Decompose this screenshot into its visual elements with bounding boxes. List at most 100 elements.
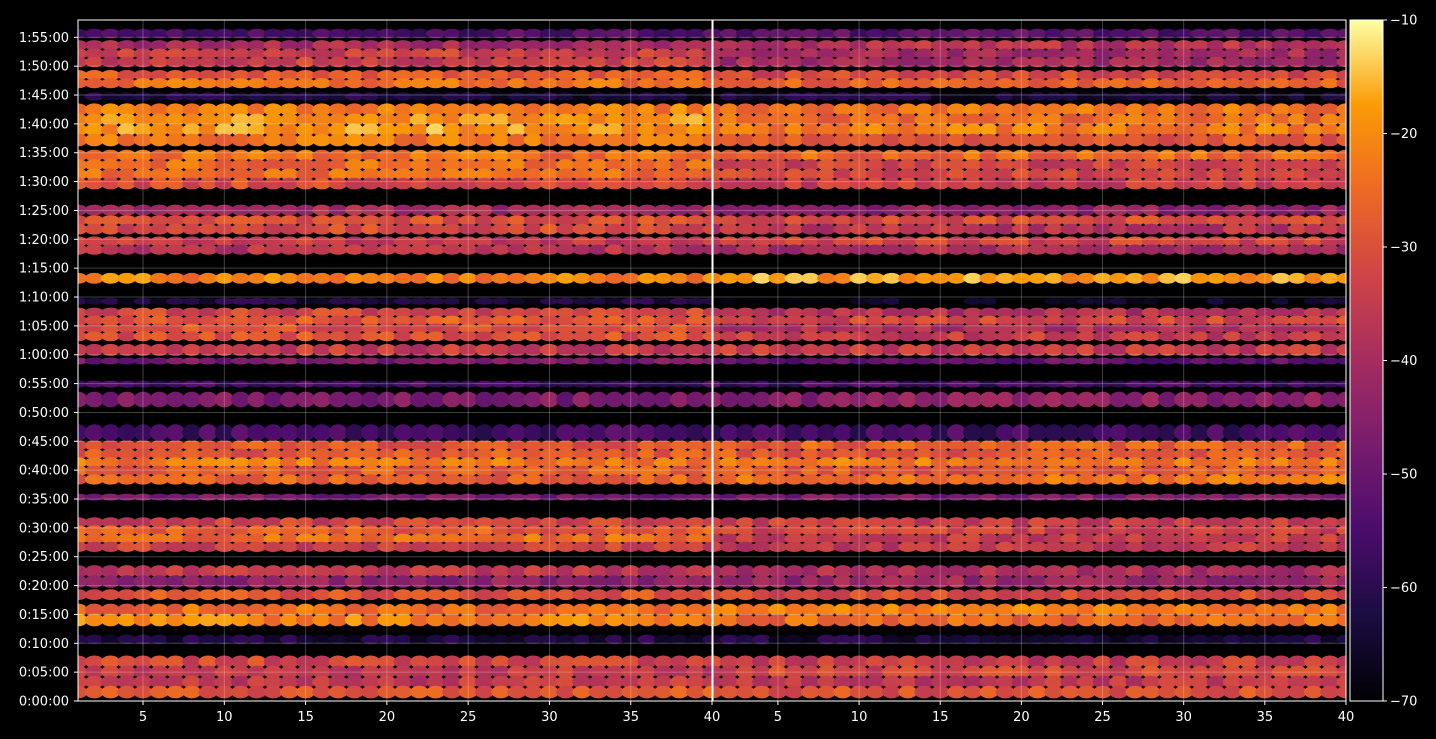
heatmap-cell-left-band19-row2-x29 (523, 168, 543, 181)
heatmap-cell-left-band7-row3-x11 (231, 465, 251, 477)
heatmap-cell-right-band2-row1-x30 (1174, 613, 1194, 627)
heatmap-cell-left-band19-row0-x25 (458, 149, 478, 162)
heatmap-cell-left-band2-row1-x5 (133, 613, 153, 627)
heatmap-cell-left-band8-row0-x7 (166, 424, 185, 441)
heatmap-cell-left-band5-row2-x34 (605, 533, 624, 544)
heatmap-cell-right-band22-row1-x11 (865, 78, 885, 89)
heatmap-cell-left-band13-row0-x27 (491, 307, 511, 318)
heatmap-cell-right-band16-row0-x27 (1125, 236, 1145, 247)
heatmap-cell-right-band5-row0-x40 (1336, 517, 1346, 528)
heatmap-cell-right-band9-row0-x17 (963, 391, 983, 408)
heatmap-cell-left-band12-row0-x7 (166, 343, 185, 356)
heatmap-cell-left-band15-row0-x11 (231, 272, 251, 284)
heatmap-cell-left-band0-row1-x37 (653, 665, 673, 679)
heatmap-cell-right-band19-row2-x2 (719, 168, 739, 181)
heatmap-cell-right-band10-row0-x38 (1304, 380, 1323, 388)
heatmap-cell-left-band0-row3-x7 (166, 685, 185, 699)
heatmap-cell-right-band13-row1-x3 (736, 315, 755, 326)
heatmap-cell-right-band10-row0-x3 (736, 380, 755, 388)
heatmap-cell-left-band23-row0-x40 (702, 40, 712, 51)
heatmap-cell-left-band5-row2-x10 (214, 533, 234, 544)
heatmap-cell-right-band14-row0-x2 (719, 297, 739, 305)
heatmap-cell-right-band16-row0-x39 (1320, 236, 1340, 247)
heatmap-cell-left-band20-row3-x39 (686, 133, 706, 147)
heatmap-cell-left-band15-row0-x35 (621, 272, 641, 284)
heatmap-cell-left-band23-row2-x10 (214, 56, 234, 68)
heatmap-cell-right-band2-row0-x7 (800, 603, 820, 617)
heatmap-cell-left-band5-row0-x14 (279, 517, 299, 528)
heatmap-cell-left-band5-row0-x37 (653, 517, 673, 528)
heatmap-cell-left-band21-row0-x35 (621, 92, 641, 101)
heatmap-cell-left-band5-row1-x9 (198, 525, 218, 536)
heatmap-cell-right-band7-row1-x32 (1206, 448, 1226, 460)
heatmap-cell-left-band16-row0-x28 (507, 236, 527, 247)
heatmap-cell-right-band12-row0-x19 (995, 343, 1015, 356)
heatmap-cell-left-band5-row1-x3 (101, 525, 120, 536)
heatmap-cell-left-band17-row1-x5 (133, 223, 153, 235)
heatmap-cell-left-band2-row0-x1 (78, 603, 88, 617)
heatmap-cell-left-band4-row1-x40 (702, 575, 712, 588)
heatmap-cell-right-band7-row3-x20 (1011, 465, 1031, 477)
heatmap-cell-right-band10-row0-x4 (752, 380, 772, 388)
heatmap-cell-left-band20-row3-x33 (588, 133, 608, 147)
heatmap-cell-left-band23-row1-x13 (263, 48, 283, 59)
heatmap-cell-left-band18-row0-x24 (442, 204, 462, 216)
heatmap-cell-right-band4-row0-x20 (1011, 565, 1031, 578)
heatmap-cell-right-band19-row1-x2 (719, 159, 739, 171)
heatmap-cell-right-band23-row0-x9 (833, 40, 853, 51)
heatmap-cell-right-band17-row1-x11 (865, 223, 885, 235)
heatmap-cell-right-band2-row1-x3 (736, 613, 755, 627)
heatmap-cell-left-band19-row1-x19 (361, 159, 381, 171)
heatmap-cell-left-band22-row0-x2 (84, 70, 104, 81)
heatmap-cell-right-band20-row0-x2 (719, 103, 739, 116)
heatmap-cell-right-band13-row2-x11 (865, 323, 885, 334)
heatmap-cell-right-band7-row0-x18 (979, 440, 999, 451)
heatmap-cell-right-band11-row0-x28 (1141, 357, 1161, 365)
heatmap-cell-left-band2-row0-x31 (556, 603, 576, 617)
heatmap-cell-left-band23-row1-x17 (328, 48, 348, 59)
heatmap-cell-right-band19-row3-x34 (1239, 177, 1259, 190)
heatmap-cell-left-band7-row1-x11 (231, 448, 251, 460)
heatmap-cell-right-band7-row4-x22 (1044, 474, 1064, 485)
heatmap-cell-left-band14-row0-x25 (458, 297, 478, 305)
heatmap-cell-left-band7-row4-x24 (442, 474, 462, 485)
heatmap-cell-left-band11-row0-x26 (474, 357, 494, 365)
heatmap-cell-left-band15-row0-x7 (166, 272, 185, 284)
heatmap-cell-right-band1-row0-x35 (1255, 634, 1275, 645)
heatmap-cell-left-band12-row0-x26 (474, 343, 494, 356)
heatmap-cell-right-band17-row0-x32 (1206, 215, 1226, 226)
heatmap-cell-right-band5-row0-x35 (1255, 517, 1275, 528)
heatmap-cell-left-band2-row0-x12 (247, 603, 267, 617)
heatmap-cell-right-band19-row0-x3 (736, 149, 755, 162)
heatmap-cell-right-band16-row0-x6 (784, 236, 804, 247)
heatmap-cell-left-band1-row0-x28 (507, 634, 527, 645)
heatmap-cell-right-band17-row1-x37 (1287, 223, 1307, 235)
heatmap-cell-right-band19-row0-x15 (930, 149, 950, 162)
heatmap-cell-left-band5-row0-x13 (263, 517, 283, 528)
heatmap-cell-right-band5-row0-x39 (1320, 517, 1340, 528)
heatmap-cell-left-band17-row0-x24 (442, 215, 462, 226)
heatmap-cell-left-band22-row1-x25 (458, 78, 478, 89)
heatmap-cell-right-band16-row1-x8 (817, 244, 837, 255)
heatmap-cell-right-band6-row0-x1 (713, 493, 723, 501)
heatmap-cell-left-band5-row2-x1 (78, 533, 88, 544)
heatmap-cell-left-band7-row0-x39 (686, 440, 706, 451)
heatmap-cell-left-band10-row0-x32 (572, 380, 592, 388)
heatmap-cell-right-band19-row2-x8 (817, 168, 837, 181)
heatmap-cell-left-band11-row0-x19 (361, 357, 381, 365)
heatmap-cell-left-band16-row0-x20 (377, 236, 397, 247)
heatmap-cell-right-band2-row0-x25 (1093, 603, 1112, 617)
heatmap-cell-right-band19-row0-x38 (1304, 149, 1323, 162)
heatmap-cell-left-band3-row0-x15 (296, 589, 316, 601)
heatmap-cell-right-band0-row3-x37 (1287, 685, 1307, 699)
heatmap-cell-right-band24-row0-x39 (1320, 28, 1340, 39)
heatmap-cell-left-band7-row0-x29 (523, 440, 543, 451)
heatmap-cell-left-band4-row1-x12 (247, 575, 267, 588)
heatmap-cell-left-band2-row1-x9 (198, 613, 218, 627)
heatmap-cell-left-band5-row0-x29 (523, 517, 543, 528)
heatmap-cell-left-band17-row1-x21 (393, 223, 413, 235)
colorbar-tick-label-1: −20 (1390, 127, 1417, 142)
heatmap-cell-left-band5-row3-x20 (377, 541, 397, 553)
heatmap-cell-left-band22-row0-x3 (101, 70, 120, 81)
heatmap-cell-left-band7-row0-x15 (296, 440, 316, 451)
